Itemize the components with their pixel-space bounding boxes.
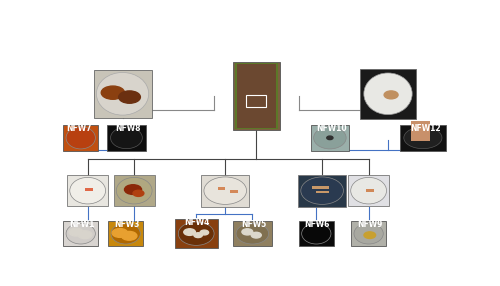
- Ellipse shape: [66, 127, 96, 149]
- Circle shape: [194, 233, 202, 238]
- Bar: [230, 190, 237, 193]
- Circle shape: [78, 231, 92, 239]
- Bar: [360, 69, 416, 119]
- Circle shape: [184, 229, 196, 235]
- Bar: [366, 189, 374, 192]
- Ellipse shape: [116, 177, 152, 204]
- Bar: [348, 175, 389, 206]
- Ellipse shape: [204, 177, 246, 204]
- Circle shape: [122, 231, 137, 240]
- Circle shape: [364, 232, 376, 239]
- Circle shape: [112, 229, 128, 237]
- Text: NFW3: NFW3: [114, 220, 140, 229]
- Bar: [94, 69, 152, 118]
- Ellipse shape: [354, 223, 384, 244]
- Text: NFW1: NFW1: [69, 220, 94, 229]
- Bar: [351, 221, 386, 246]
- Circle shape: [242, 229, 253, 235]
- Text: NFW10: NFW10: [316, 124, 347, 132]
- Ellipse shape: [96, 72, 148, 115]
- Bar: [108, 221, 143, 246]
- Circle shape: [118, 91, 141, 103]
- Text: NFW4: NFW4: [184, 218, 210, 227]
- Text: NFW12: NFW12: [410, 124, 441, 132]
- Circle shape: [69, 228, 83, 236]
- Ellipse shape: [66, 223, 96, 244]
- Circle shape: [200, 230, 208, 235]
- Ellipse shape: [350, 177, 386, 204]
- Text: NFW9: NFW9: [357, 220, 382, 229]
- Circle shape: [251, 232, 262, 238]
- Bar: [246, 95, 266, 108]
- Text: NFW6: NFW6: [304, 220, 330, 229]
- Bar: [68, 175, 108, 206]
- Bar: [175, 219, 218, 248]
- Circle shape: [124, 185, 142, 194]
- Bar: [233, 221, 272, 246]
- Ellipse shape: [178, 222, 214, 245]
- Bar: [235, 63, 278, 129]
- Ellipse shape: [70, 177, 106, 204]
- Bar: [299, 221, 334, 246]
- Bar: [64, 125, 98, 151]
- Ellipse shape: [314, 127, 346, 149]
- Ellipse shape: [302, 223, 331, 244]
- Bar: [312, 186, 328, 189]
- Text: NFW7: NFW7: [66, 124, 92, 132]
- Bar: [218, 187, 225, 190]
- Ellipse shape: [236, 223, 268, 244]
- Text: NFW8: NFW8: [116, 124, 141, 132]
- Bar: [298, 175, 346, 207]
- Circle shape: [384, 91, 398, 99]
- Bar: [201, 175, 250, 207]
- Bar: [411, 121, 430, 141]
- Bar: [114, 175, 154, 206]
- Ellipse shape: [364, 73, 412, 115]
- Bar: [64, 221, 98, 246]
- Bar: [400, 125, 446, 151]
- Circle shape: [327, 136, 333, 140]
- Circle shape: [133, 190, 144, 196]
- Bar: [316, 191, 328, 193]
- Bar: [237, 64, 276, 128]
- Bar: [84, 188, 93, 191]
- Bar: [233, 62, 280, 130]
- Bar: [310, 125, 349, 151]
- Bar: [107, 125, 146, 151]
- Ellipse shape: [111, 223, 140, 244]
- Text: NFW5: NFW5: [242, 220, 267, 229]
- Ellipse shape: [301, 177, 344, 204]
- Ellipse shape: [404, 127, 442, 149]
- Ellipse shape: [110, 127, 142, 149]
- Circle shape: [101, 86, 124, 99]
